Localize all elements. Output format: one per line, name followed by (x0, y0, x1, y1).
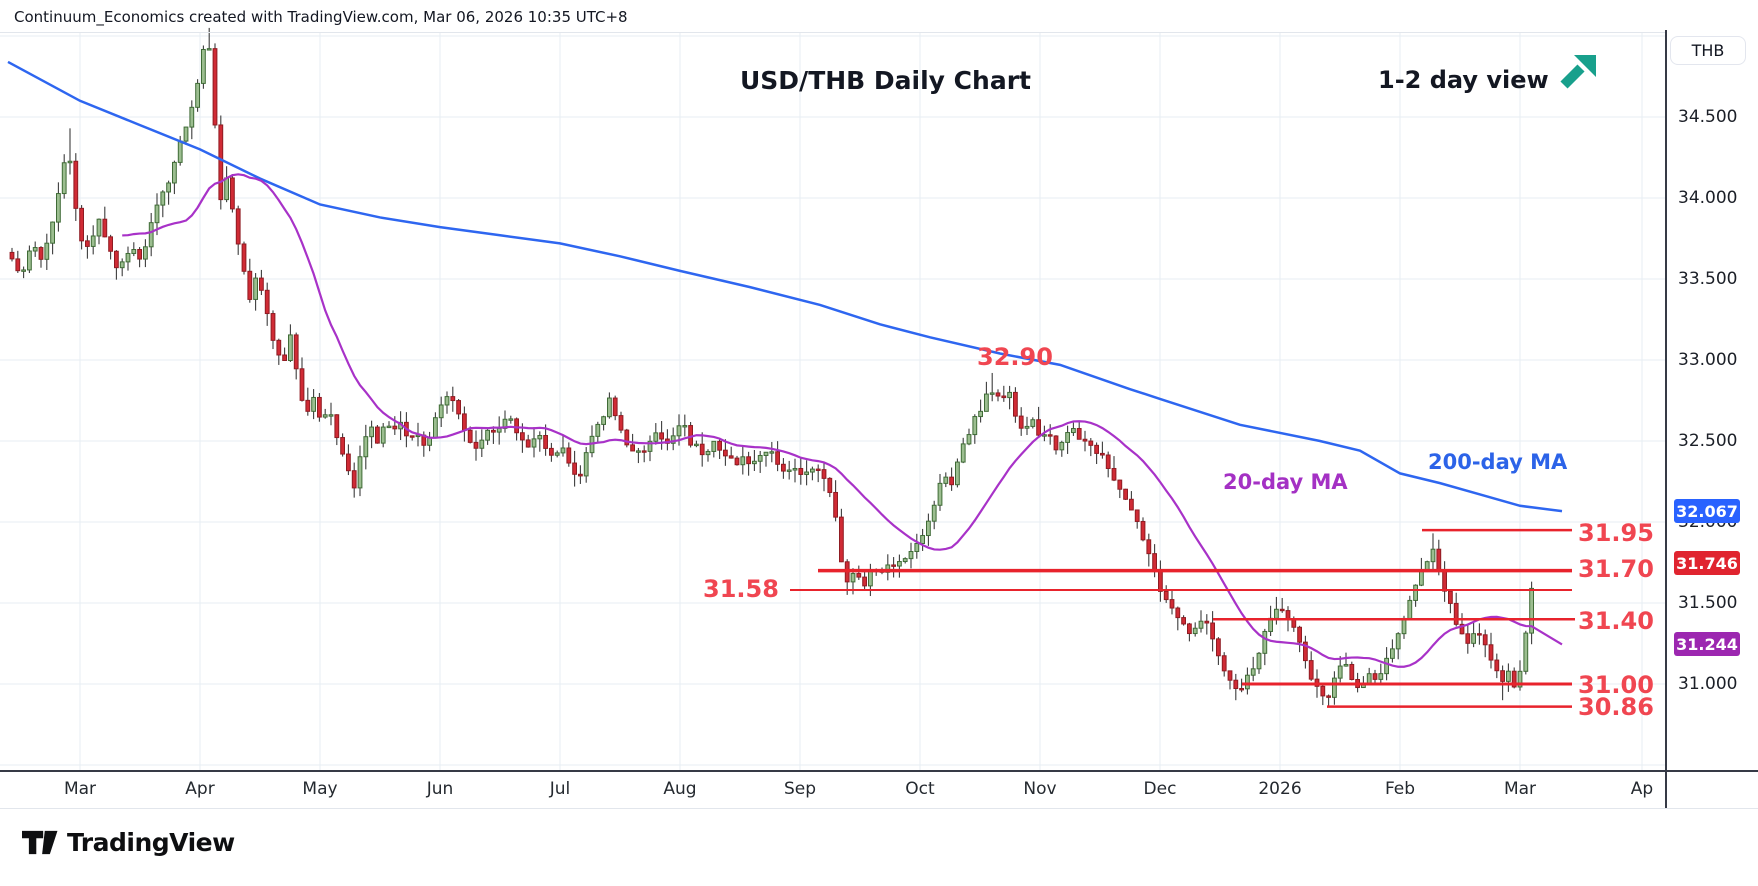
ma200-line (7, 60, 1563, 513)
time-axis-label: Jun (426, 779, 454, 799)
view-horizon-label: 1-2 day view (1378, 66, 1549, 94)
time-axis-label: Apr (185, 779, 215, 799)
time-axis-border (0, 770, 1758, 772)
candlestick-series (9, 27, 1534, 707)
price-axis-label: 31.500 (1678, 593, 1738, 613)
ma20-label: 20-day MA (1223, 470, 1348, 494)
ma20-value-badge: 31.244 (1674, 632, 1740, 657)
price-axis-label: 33.000 (1678, 350, 1738, 370)
price-axis-label: 31.000 (1678, 674, 1738, 694)
time-axis-label: Feb (1384, 779, 1416, 799)
price-axis-label: 33.500 (1678, 269, 1738, 289)
level-label-3290: 32.90 (977, 343, 1053, 371)
price-axis-border (1665, 30, 1667, 808)
currency-thb-button[interactable]: THB (1670, 36, 1746, 65)
tradingview-logo-icon (22, 830, 58, 855)
price-axis-label: 34.000 (1678, 188, 1738, 208)
level-label-3158: 31.58 (703, 575, 779, 603)
plot-top-border (0, 32, 1666, 33)
level-label-3100: 31.00 (1578, 671, 1654, 699)
chart-bottom-border (0, 808, 1758, 809)
attribution-text: Continuum_Economics created with Trading… (14, 8, 628, 26)
grid (0, 32, 1666, 770)
time-axis-label: Sep (783, 779, 817, 799)
time-axis-label: Dec (1143, 779, 1177, 799)
time-axis-label: Mar (1503, 779, 1537, 799)
time-axis-label: 2026 (1258, 779, 1302, 799)
level-label-3170: 31.70 (1578, 555, 1654, 583)
ma200-value-badge: 32.067 (1674, 499, 1740, 524)
tradingview-logo[interactable]: TradingView (22, 828, 235, 857)
time-axis-label: May (302, 779, 338, 799)
page-title: USD/THB Daily Chart (740, 66, 1031, 95)
price-axis-label: 34.500 (1678, 107, 1738, 127)
tradingview-logo-text: TradingView (67, 828, 235, 857)
level-label-3140: 31.40 (1578, 607, 1654, 635)
time-axis-label: Mar (63, 779, 97, 799)
time-axis-label: Oct (905, 779, 935, 799)
time-axis-label: Jul (549, 779, 571, 799)
up-right-arrow-icon (1558, 52, 1598, 92)
ma200-label: 200-day MA (1428, 450, 1568, 474)
time-axis-label: Aug (663, 779, 697, 799)
time-axis-label: Nov (1023, 779, 1057, 799)
level-label-3195: 31.95 (1578, 519, 1654, 547)
ma20-line (122, 173, 1563, 668)
time-axis-label: Ap (1630, 779, 1654, 799)
level-lines (790, 528, 1575, 708)
price-axis-label: 32.500 (1678, 431, 1738, 451)
level-label-3086: 30.86 (1578, 693, 1654, 721)
last-price-badge: 31.746 (1674, 551, 1740, 576)
